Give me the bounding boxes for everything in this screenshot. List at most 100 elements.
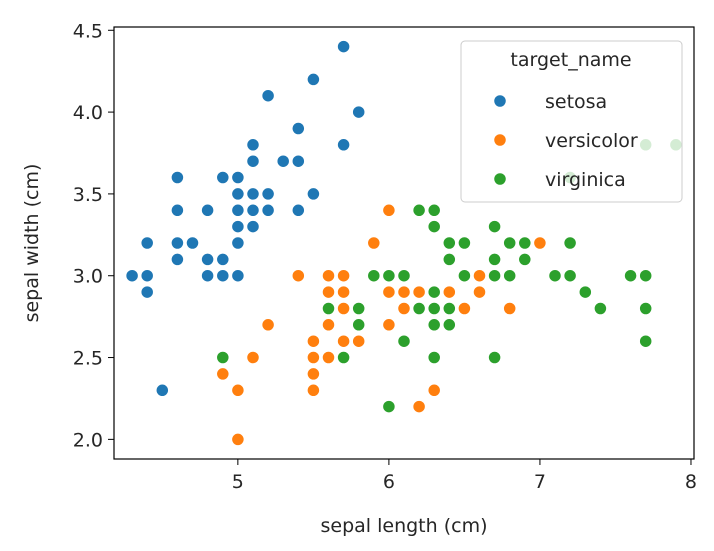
data-point-setosa-32	[261, 89, 275, 103]
data-point-setosa-28	[261, 203, 275, 217]
data-point-virginica-44	[487, 219, 502, 234]
data-point-virginica-49	[367, 269, 381, 283]
data-point-virginica-5	[623, 269, 638, 283]
y-axis-label: sepal width (cm)	[21, 164, 43, 323]
data-point-setosa-36	[306, 187, 321, 201]
data-point-virginica-8	[487, 350, 502, 365]
data-point-versicolor-34	[291, 269, 305, 283]
data-point-versicolor-3	[306, 383, 321, 397]
data-point-setosa-25	[231, 269, 245, 283]
data-point-virginica-48	[412, 203, 426, 217]
data-point-virginica-0	[427, 219, 441, 234]
data-point-setosa-31	[291, 203, 305, 217]
data-point-virginica-21	[321, 301, 336, 316]
data-point-virginica-14	[352, 301, 366, 316]
data-point-versicolor-26	[503, 301, 517, 316]
data-point-setosa-38	[140, 269, 154, 283]
data-point-virginica-6	[216, 350, 230, 365]
data-point-versicolor-8	[472, 285, 487, 299]
data-point-versicolor-43	[231, 383, 245, 397]
y-tick-label: 4.0	[73, 102, 103, 124]
data-point-setosa-34	[216, 252, 230, 267]
data-point-virginica-36	[427, 203, 441, 217]
data-point-virginica-26	[412, 301, 426, 316]
data-point-virginica-23	[427, 318, 441, 332]
legend-label-virginica: virginica	[545, 169, 626, 191]
data-point-versicolor-35	[382, 203, 396, 217]
data-point-virginica-46	[427, 350, 441, 365]
legend-marker-setosa	[493, 94, 507, 108]
y-axis: 2.0 2.5 3.0 3.5 4.0 4.5	[73, 20, 114, 451]
data-point-versicolor-44	[321, 318, 336, 332]
data-point-setosa-13	[125, 269, 139, 283]
data-point-versicolor-7	[216, 367, 230, 381]
x-tick-label: 6	[383, 471, 395, 493]
data-point-versicolor-24	[442, 285, 456, 299]
data-point-virginica-40	[487, 252, 502, 267]
data-point-setosa-10	[291, 154, 305, 168]
legend-title: target_name	[510, 49, 631, 71]
legend-box	[460, 40, 683, 203]
data-point-virginica-11	[442, 318, 456, 332]
data-point-versicolor-10	[231, 432, 245, 447]
y-tick-label: 3.5	[73, 184, 103, 206]
data-point-setosa-33	[306, 72, 321, 87]
x-axis-label: sepal length (cm)	[321, 515, 488, 537]
plot-frame	[113, 26, 695, 460]
data-point-versicolor-45	[336, 269, 351, 283]
data-point-virginica-30	[593, 301, 608, 316]
data-point-versicolor-9	[261, 318, 275, 332]
data-point-versicolor-19	[321, 350, 336, 365]
data-point-setosa-37	[216, 170, 230, 185]
data-point-virginica-7	[578, 285, 592, 299]
data-point-versicolor-23	[397, 301, 411, 316]
data-point-virginica-32	[442, 301, 456, 316]
data-point-virginica-33	[427, 301, 441, 316]
data-point-setosa-47	[170, 236, 185, 250]
data-point-setosa-21	[246, 154, 260, 168]
legend-label-setosa: setosa	[545, 91, 607, 113]
data-point-setosa-24	[200, 203, 215, 217]
data-point-setosa-3	[170, 252, 185, 267]
x-axis: 5 6 7 8	[232, 459, 697, 493]
data-point-setosa-42	[140, 236, 154, 250]
data-point-versicolor-33	[382, 318, 396, 332]
legend: target_name setosa versicolor virginica	[460, 40, 683, 203]
data-point-virginica-41	[518, 252, 532, 267]
data-point-versicolor-49	[336, 301, 351, 316]
x-tick-label: 8	[685, 471, 697, 493]
data-point-setosa-22	[170, 170, 185, 185]
data-point-setosa-15	[336, 39, 351, 54]
data-point-setosa-14	[352, 105, 366, 119]
data-point-versicolor-20	[367, 236, 381, 250]
data-point-virginica-15	[442, 236, 456, 250]
data-point-setosa-27	[261, 187, 275, 201]
data-point-setosa-48	[276, 154, 290, 168]
data-point-virginica-27	[397, 269, 411, 283]
data-point-virginica-12	[503, 269, 517, 283]
data-point-virginica-38	[382, 269, 396, 283]
legend-label-versicolor: versicolor	[545, 130, 638, 152]
data-point-setosa-26	[231, 203, 245, 217]
data-point-versicolor-29	[336, 334, 351, 348]
y-tick-label: 2.5	[73, 348, 103, 370]
data-point-setosa-45	[200, 269, 215, 283]
legend-marker-versicolor	[493, 133, 507, 147]
data-point-setosa-46	[246, 138, 260, 152]
data-point-versicolor-47	[412, 285, 426, 299]
data-point-virginica-19	[382, 399, 396, 414]
data-point-virginica-35	[639, 269, 653, 283]
data-point-versicolor-42	[352, 334, 366, 348]
data-point-setosa-23	[246, 219, 260, 234]
data-point-virginica-42	[352, 318, 366, 332]
data-point-setosa-17	[246, 187, 260, 201]
data-point-virginica-34	[397, 334, 411, 348]
data-point-versicolor-39	[306, 350, 321, 365]
data-point-virginica-13	[336, 350, 351, 365]
x-tick-label: 7	[534, 471, 546, 493]
data-point-versicolor-37	[427, 383, 441, 397]
data-point-versicolor-14	[321, 285, 336, 299]
data-point-setosa-1	[216, 269, 230, 283]
data-point-versicolor-18	[412, 399, 426, 414]
